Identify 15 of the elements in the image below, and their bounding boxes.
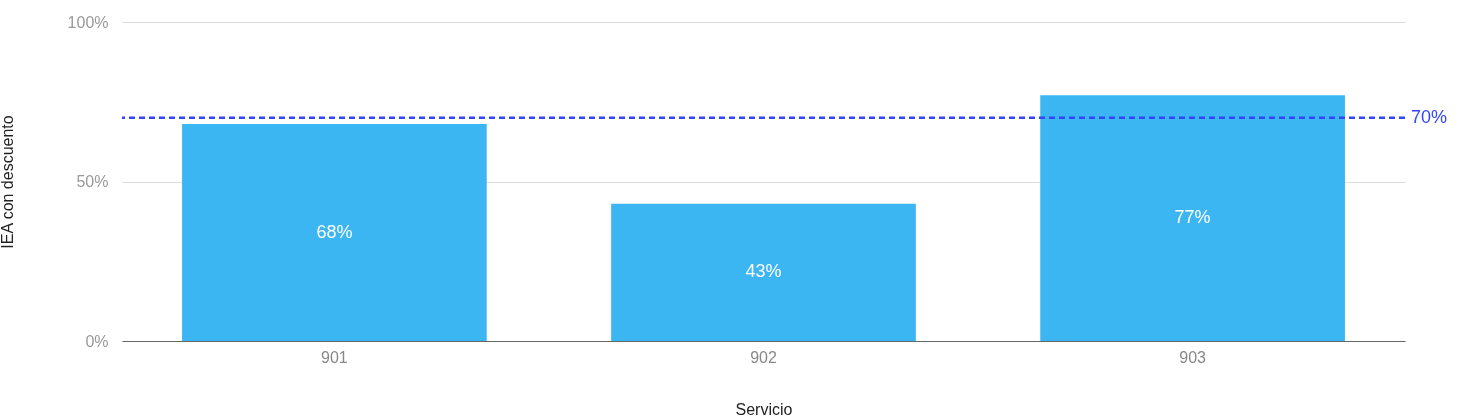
bar [1040,95,1345,341]
x-tick-label: 902 [750,348,777,366]
bar [611,203,916,341]
y-tick-label: 0% [85,332,109,350]
x-tick-label: 903 [1179,348,1207,366]
y-tick-label: 50% [76,173,109,190]
x-axis-title: Servicio [735,400,793,416]
data-label: 68% [316,221,353,242]
y-axis-title: IEA con descuento [0,115,16,249]
y-tick-label: 100% [67,13,109,31]
x-tick-label: 901 [321,348,348,366]
data-label: 77% [1174,207,1211,228]
data-label: 43% [745,261,782,282]
ref-line-label: 70% [1411,106,1448,127]
bar [182,124,487,341]
